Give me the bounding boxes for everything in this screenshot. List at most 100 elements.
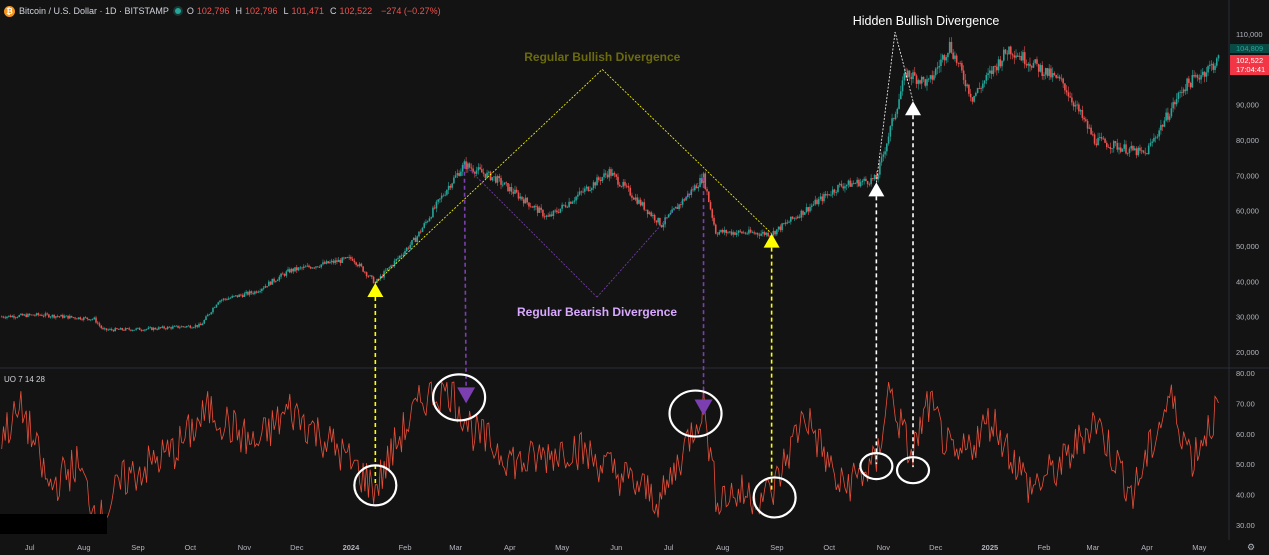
candle-body bbox=[351, 258, 354, 261]
candle-body bbox=[636, 197, 638, 204]
candle-body bbox=[1189, 82, 1192, 88]
candle-body bbox=[936, 67, 939, 69]
candle-body bbox=[407, 247, 410, 249]
candle-body bbox=[426, 221, 429, 223]
candle-body bbox=[1036, 59, 1038, 64]
candle-body bbox=[1044, 68, 1047, 75]
candle-body bbox=[42, 315, 45, 317]
candle-body bbox=[610, 169, 612, 176]
candle-body bbox=[508, 187, 511, 192]
time-tick-label: Nov bbox=[877, 543, 891, 552]
candle-body bbox=[627, 185, 630, 188]
candle-body bbox=[1139, 147, 1141, 151]
candle-body bbox=[959, 62, 961, 64]
candle-body bbox=[1099, 136, 1101, 138]
candle-body bbox=[503, 182, 506, 185]
candle-body bbox=[650, 212, 652, 217]
candle-body bbox=[77, 317, 80, 320]
candle-body bbox=[830, 194, 832, 196]
candle-body bbox=[498, 176, 501, 179]
candle-body bbox=[1037, 63, 1040, 72]
candle-body bbox=[488, 171, 490, 173]
candle-body bbox=[192, 327, 195, 329]
candle-body bbox=[468, 163, 471, 168]
candle-body bbox=[67, 315, 69, 319]
candle-body bbox=[1079, 110, 1082, 112]
candle-body bbox=[547, 215, 549, 217]
candle-body bbox=[259, 291, 261, 292]
candle-body bbox=[929, 75, 932, 79]
candle-body bbox=[282, 273, 284, 275]
candle-body bbox=[1125, 144, 1127, 154]
candle-body bbox=[290, 268, 293, 273]
symbol-legend: ₿ Bitcoin / U.S. Dollar · 1D · BITSTAMP … bbox=[4, 4, 447, 18]
candle-body bbox=[543, 216, 546, 218]
candle-body bbox=[147, 327, 150, 329]
candle-body bbox=[561, 204, 563, 209]
symbol-title: Bitcoin / U.S. Dollar · 1D · BITSTAMP bbox=[19, 6, 169, 16]
candle-body bbox=[1053, 73, 1056, 75]
candle-body bbox=[875, 174, 878, 180]
candle-body bbox=[299, 267, 302, 269]
candle-body bbox=[985, 75, 988, 81]
candle-body bbox=[442, 195, 445, 197]
candle-body bbox=[37, 313, 40, 315]
candle-body bbox=[880, 156, 883, 163]
candle-body bbox=[1147, 145, 1150, 155]
candle-body bbox=[20, 313, 22, 316]
candle-body bbox=[304, 266, 307, 268]
candle-body bbox=[1214, 65, 1216, 70]
candle-body bbox=[669, 212, 672, 215]
candle-body bbox=[371, 275, 373, 277]
candle-body bbox=[325, 261, 328, 264]
candle-body bbox=[411, 240, 413, 245]
candle-body bbox=[845, 184, 848, 187]
candle-body bbox=[725, 229, 728, 234]
candle-body bbox=[84, 317, 87, 319]
uo-tick-label: 30.00 bbox=[1236, 521, 1255, 530]
candle-body bbox=[809, 206, 811, 212]
candle-body bbox=[732, 232, 735, 235]
candle-body bbox=[137, 327, 139, 329]
candle-body bbox=[1093, 134, 1096, 144]
candle-body bbox=[903, 73, 906, 81]
candle-body bbox=[482, 172, 485, 174]
candle-body bbox=[1203, 71, 1206, 77]
candle-body bbox=[793, 217, 796, 219]
time-tick-label: Oct bbox=[823, 543, 836, 552]
candle-body bbox=[1188, 78, 1190, 83]
candle-body bbox=[423, 223, 426, 228]
candle-body bbox=[313, 267, 316, 269]
candle-body bbox=[419, 231, 422, 233]
candle-body bbox=[379, 275, 382, 280]
candle-body bbox=[449, 185, 452, 188]
hidden-divergence-line bbox=[894, 31, 914, 102]
candle-body bbox=[1025, 64, 1028, 66]
candle-body bbox=[330, 260, 333, 263]
candle-body bbox=[791, 216, 794, 219]
candle-body bbox=[741, 231, 743, 234]
candle-body bbox=[872, 178, 874, 179]
candle-body bbox=[72, 317, 75, 319]
bullish-arrow-icon bbox=[763, 233, 780, 248]
candle-body bbox=[337, 259, 340, 262]
candle-body bbox=[514, 189, 516, 194]
candle-body bbox=[367, 276, 370, 277]
candle-body bbox=[889, 126, 892, 137]
candle-body bbox=[393, 260, 396, 266]
candle-body bbox=[1181, 92, 1183, 94]
candle-body bbox=[933, 75, 935, 80]
candle-body bbox=[418, 231, 420, 237]
candle-body bbox=[6, 316, 8, 318]
candle-body bbox=[1144, 152, 1147, 154]
candle-body bbox=[285, 271, 288, 276]
candle-body bbox=[475, 170, 478, 174]
candle-body bbox=[222, 298, 225, 301]
price-tick-label: 110,000 bbox=[1236, 30, 1263, 39]
candle-body bbox=[570, 201, 572, 204]
candle-body bbox=[1146, 153, 1148, 155]
candle-body bbox=[625, 185, 628, 187]
candle-body bbox=[1142, 150, 1145, 153]
candle-body bbox=[975, 92, 977, 96]
